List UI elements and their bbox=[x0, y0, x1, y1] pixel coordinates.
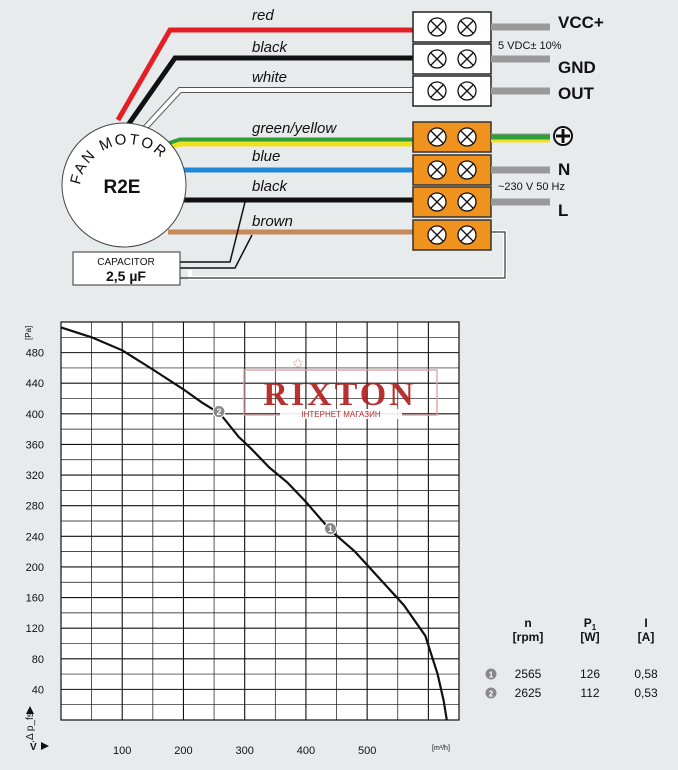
wire-red bbox=[115, 27, 420, 122]
motor-model: R2E bbox=[104, 177, 141, 198]
x-tick-label: 500 bbox=[358, 745, 376, 757]
dc-terminal-3 bbox=[412, 75, 550, 107]
ground-symbol-icon bbox=[553, 126, 573, 146]
table-cell: 112 bbox=[580, 686, 599, 700]
y-tick-label: 80 bbox=[32, 654, 44, 666]
ac-terminal-2 bbox=[412, 154, 550, 186]
svg-text:1: 1 bbox=[489, 671, 494, 680]
wire-label: white bbox=[252, 69, 287, 86]
wire-black bbox=[125, 55, 420, 127]
table-cell: 0,53 bbox=[634, 686, 658, 700]
watermark-star-icon: ✩ bbox=[292, 355, 304, 371]
y-tick-label: 240 bbox=[26, 531, 44, 543]
y-tick-label: 360 bbox=[26, 439, 44, 451]
ac-terminal-3 bbox=[412, 186, 550, 218]
x-tick-label: 300 bbox=[236, 745, 254, 757]
x-axis-symbol-text: V̇ bbox=[30, 741, 37, 753]
table-header-unit: [W] bbox=[580, 630, 599, 644]
operating-points: 12 bbox=[212, 405, 337, 536]
table-cell: 2625 bbox=[515, 686, 542, 700]
capacitor-label: CAPACITOR bbox=[97, 257, 154, 268]
y-tick-label: 480 bbox=[26, 348, 44, 360]
watermark: RIXTON ІНТЕРНЕТ МАГАЗИН ✩ bbox=[243, 355, 438, 419]
ac-terminal-labels: N ~230 V 50 Hz L bbox=[498, 126, 573, 220]
svg-text:2: 2 bbox=[216, 407, 221, 417]
table-header-symbol: I bbox=[644, 616, 647, 630]
operating-point-1: 1 bbox=[323, 522, 337, 536]
y-tick-label: 160 bbox=[26, 593, 44, 605]
operating-table: n[rpm]P1[W]I[A]1 2565 126 0,582 2625 112 0,53 bbox=[485, 616, 658, 700]
ac-terminal-4 bbox=[412, 219, 492, 251]
wire-white bbox=[143, 88, 420, 130]
x-tick-label: 400 bbox=[297, 745, 315, 757]
terminal-label-n: N bbox=[558, 160, 570, 179]
x-axis-arrow-icon bbox=[41, 742, 49, 750]
y-tick-label: 320 bbox=[26, 470, 44, 482]
terminal-label-l: L bbox=[558, 201, 568, 220]
x-tick-label: 200 bbox=[174, 745, 192, 757]
chart: 40 80 120 160 200 240 280 320 360 400 440 480 100 20… bbox=[24, 321, 460, 757]
table-cell: 2565 bbox=[515, 667, 542, 681]
x-axis-symbol: V̇ bbox=[30, 741, 49, 753]
chart-grid bbox=[61, 322, 459, 720]
dc-voltage-note: 5 VDC± 10% bbox=[498, 40, 562, 52]
terminal-label-out: OUT bbox=[558, 84, 595, 103]
capacitor: CAPACITOR 2,5 µF bbox=[72, 251, 181, 286]
watermark-subtitle: ІНТЕРНЕТ МАГАЗИН bbox=[301, 410, 380, 419]
dc-terminal-1 bbox=[412, 11, 550, 43]
y-tick-label: 200 bbox=[26, 562, 44, 574]
capacitor-value: 2,5 µF bbox=[106, 268, 146, 284]
y-axis-symbol-text: Δ p_fs bbox=[25, 712, 36, 740]
table-row: 1 2565 126 0,58 bbox=[485, 667, 658, 681]
y-axis-symbol: Δ p_fs bbox=[25, 706, 36, 740]
watermark-name: RIXTON bbox=[263, 376, 416, 413]
terminal-label-vcc: VCC+ bbox=[558, 13, 604, 32]
x-tick-label: 100 bbox=[113, 745, 131, 757]
table-header-unit: [rpm] bbox=[513, 630, 544, 644]
table-cell: 126 bbox=[580, 667, 600, 681]
dc-terminal-2 bbox=[412, 43, 550, 75]
wire-label: black bbox=[252, 39, 289, 56]
table-cell: 0,58 bbox=[634, 667, 658, 681]
y-tick-label: 40 bbox=[32, 684, 44, 696]
wire-label: red bbox=[252, 7, 274, 24]
terminal-blocks bbox=[412, 11, 550, 251]
y-axis-arrow-icon bbox=[26, 706, 34, 714]
operating-point-2: 2 bbox=[212, 405, 226, 419]
wire-label: brown bbox=[252, 213, 293, 230]
fan-motor: FAN MOTOR R2E bbox=[61, 122, 187, 248]
x-unit-label: [m³/h] bbox=[432, 745, 450, 752]
x-tick-labels: 100 200 300 400 500 bbox=[113, 745, 376, 757]
fan-curve-line bbox=[60, 326, 448, 721]
y-tick-labels: 40 80 120 160 200 240 280 320 360 400 440 480 bbox=[26, 348, 44, 697]
svg-text:2: 2 bbox=[489, 690, 494, 699]
table-header-unit: [A] bbox=[638, 630, 655, 644]
y-tick-label: 400 bbox=[26, 409, 44, 421]
y-unit-label: [Pa] bbox=[24, 326, 33, 340]
dc-terminal-labels: VCC+ 5 VDC± 10% GND OUT bbox=[498, 13, 604, 103]
y-tick-label: 440 bbox=[26, 378, 44, 390]
table-row: 2 2625 112 0,53 bbox=[485, 686, 658, 700]
wire-label: blue bbox=[252, 148, 280, 165]
y-tick-label: 120 bbox=[26, 623, 44, 635]
table-header-symbol: n bbox=[524, 616, 531, 630]
y-tick-label: 280 bbox=[26, 501, 44, 513]
terminal-label-gnd: GND bbox=[558, 58, 596, 77]
wire-green-yellow bbox=[167, 137, 420, 147]
svg-text:1: 1 bbox=[328, 524, 333, 534]
wire-label: green/yellow bbox=[252, 120, 337, 137]
ac-voltage-note: ~230 V 50 Hz bbox=[498, 181, 565, 193]
wire-label: black bbox=[252, 178, 289, 195]
